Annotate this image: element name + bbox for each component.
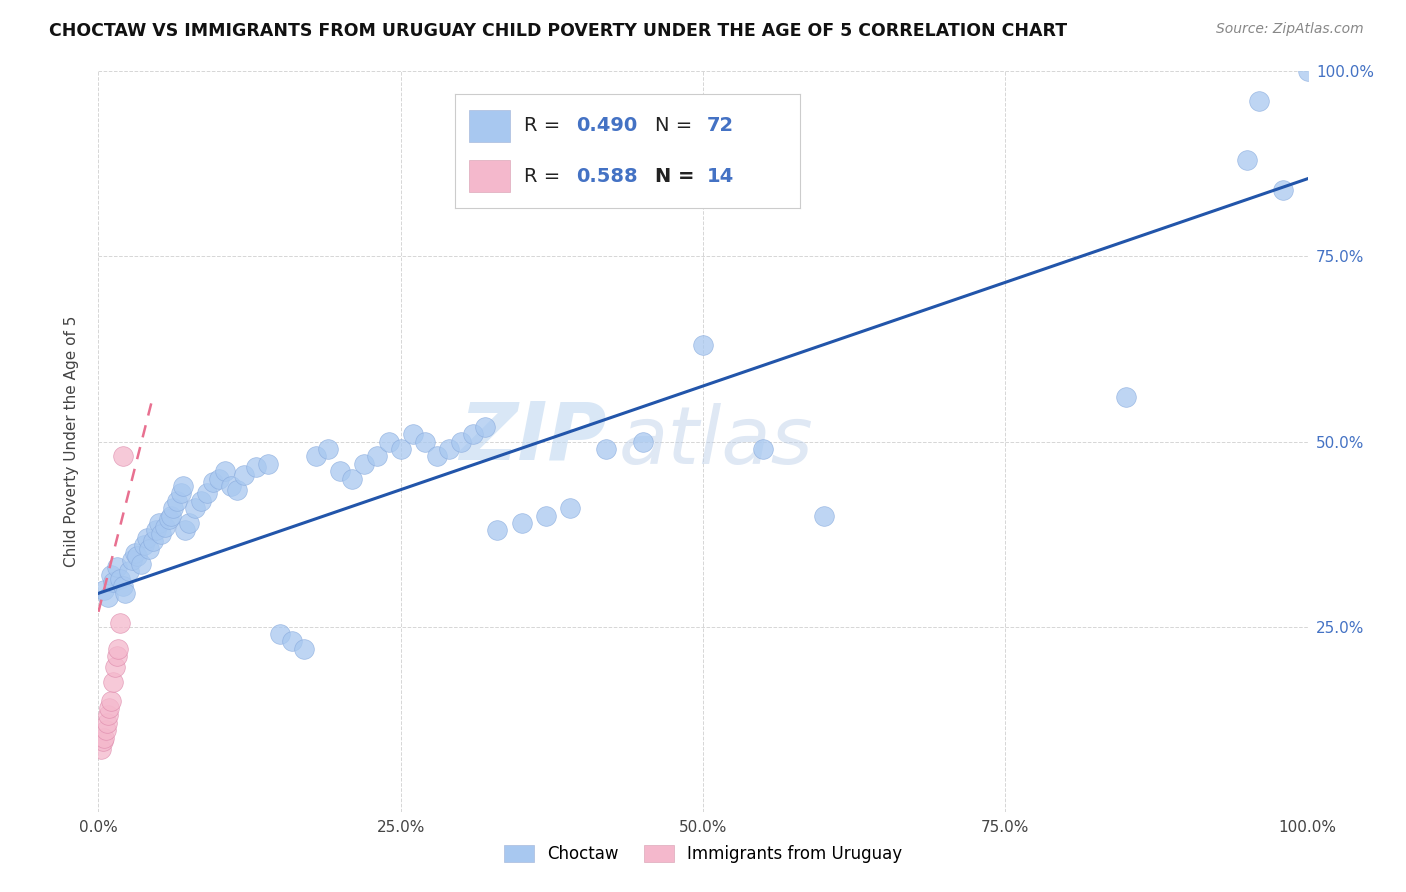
Point [1272,183,1295,197]
Point [111,450,134,464]
Point [127,549,149,564]
Point [692,338,714,352]
Point [221,479,243,493]
Point [269,627,291,641]
Point [150,527,173,541]
Point [292,641,315,656]
Point [100,694,122,708]
Point [305,450,328,464]
Point [1296,64,1319,78]
Point [226,483,249,497]
Point [124,546,146,560]
Point [101,675,124,690]
Point [172,479,194,493]
Point [426,450,449,464]
Point [93,731,115,745]
Point [1249,94,1271,108]
Point [437,442,460,456]
Point [245,460,267,475]
Point [214,464,236,478]
Text: Source: ZipAtlas.com: Source: ZipAtlas.com [1216,22,1364,37]
Point [105,649,128,664]
Point [377,434,399,449]
Point [145,524,167,538]
Point [474,419,496,434]
Point [190,493,212,508]
Point [281,634,304,648]
Point [366,450,388,464]
Text: atlas: atlas [619,402,813,481]
Y-axis label: Child Poverty Under the Age of 5: Child Poverty Under the Age of 5 [65,316,79,567]
Point [97,708,120,723]
Point [148,516,170,530]
Point [134,538,156,552]
Point [129,557,152,571]
Point [108,615,131,630]
Point [105,560,128,574]
Point [413,434,436,449]
Point [631,434,654,449]
Point [94,723,117,738]
Point [402,427,425,442]
Point [316,442,339,456]
Point [100,567,122,582]
Point [153,519,176,533]
Point [166,493,188,508]
Point [138,541,160,556]
Point [174,524,197,538]
Point [142,534,165,549]
Point [169,486,191,500]
Point [118,564,141,578]
Point [91,734,114,748]
Point [107,641,129,656]
Point [1236,153,1258,168]
Point [329,464,352,478]
Point [108,572,131,586]
Point [595,442,617,456]
Point [463,427,485,442]
Point [486,524,509,538]
Point [157,512,180,526]
Point [558,501,581,516]
Point [184,501,207,516]
Legend: Choctaw, Immigrants from Uruguay: Choctaw, Immigrants from Uruguay [498,838,908,870]
Point [195,486,218,500]
Point [104,660,127,674]
Point [121,553,143,567]
Point [101,575,124,590]
Point [93,582,115,597]
Point [232,467,254,482]
Point [208,471,231,485]
Point [450,434,472,449]
Point [353,457,375,471]
Text: CHOCTAW VS IMMIGRANTS FROM URUGUAY CHILD POVERTY UNDER THE AGE OF 5 CORRELATION : CHOCTAW VS IMMIGRANTS FROM URUGUAY CHILD… [49,22,1067,40]
Point [179,516,201,530]
Point [97,590,120,604]
Point [160,508,183,523]
Point [510,516,533,530]
Point [96,715,118,730]
Point [256,457,278,471]
Point [342,471,364,485]
Point [1115,390,1137,404]
Text: ZIP: ZIP [458,399,606,477]
Point [534,508,557,523]
Point [135,531,157,545]
Point [111,579,134,593]
Point [202,475,225,490]
Point [813,508,835,523]
Point [98,701,121,715]
Point [162,501,184,516]
Point [114,586,136,600]
Point [752,442,775,456]
Point [90,741,112,756]
Point [389,442,412,456]
